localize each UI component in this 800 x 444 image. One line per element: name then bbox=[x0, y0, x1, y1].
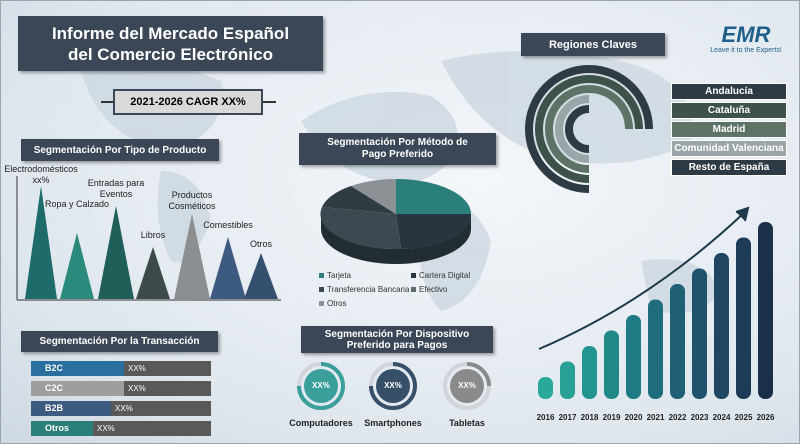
region-label: Resto de España bbox=[671, 159, 787, 176]
year-label: 2025 bbox=[734, 413, 753, 422]
row-value: XX% bbox=[128, 384, 146, 393]
year-label: 2020 bbox=[624, 413, 643, 422]
growth-bar bbox=[758, 222, 773, 399]
region-label: Madrid bbox=[671, 121, 787, 138]
row-label: Otros bbox=[45, 423, 70, 433]
device-rings bbox=[297, 362, 491, 410]
year-label: 2026 bbox=[756, 413, 775, 422]
legend-item: Cartera Digital bbox=[411, 271, 506, 280]
cagr: 2021-2026 CAGR XX% bbox=[113, 89, 263, 115]
row-fill bbox=[31, 361, 124, 376]
row-fill bbox=[31, 421, 93, 436]
growth-bar bbox=[560, 361, 575, 399]
row-label: B2B bbox=[45, 403, 64, 413]
main-title: Informe del Mercado Español del Comercio… bbox=[18, 16, 323, 71]
legend-label: Efectivo bbox=[419, 285, 448, 294]
logo: EMR Leave it to the Experts! bbox=[701, 22, 791, 55]
product-label: Ropa y Calzado bbox=[44, 199, 110, 209]
legend-swatch bbox=[319, 301, 324, 306]
product-triangle bbox=[60, 233, 94, 299]
growth-bar bbox=[626, 315, 641, 399]
legend-item: Otros bbox=[319, 299, 414, 308]
device-label: Computadores bbox=[289, 418, 353, 428]
legend-label: Transferencia Bancaria bbox=[327, 285, 410, 294]
row-fill bbox=[31, 401, 111, 416]
device-value: XX% bbox=[458, 381, 476, 390]
product-label: Electrodomésticos xx% bbox=[4, 164, 78, 185]
product-triangle bbox=[244, 253, 278, 299]
section-title: Segmentación Por Tipo de Producto bbox=[21, 139, 219, 161]
section-title: Regiones Claves bbox=[521, 33, 665, 56]
row-value: XX% bbox=[115, 404, 133, 413]
row-value: XX% bbox=[97, 424, 115, 433]
region-label: Cataluña bbox=[671, 102, 787, 119]
growth-bar bbox=[670, 284, 685, 399]
region-rings bbox=[525, 65, 653, 193]
logo-tagline: Leave it to the Experts! bbox=[710, 47, 782, 54]
device-label: Tabletas bbox=[449, 418, 485, 428]
year-label: 2024 bbox=[712, 413, 731, 422]
legend-swatch bbox=[411, 287, 416, 292]
growth-bar bbox=[582, 346, 597, 399]
section-title: Segmentación Por la Transacción bbox=[21, 331, 218, 352]
product-triangles bbox=[25, 186, 278, 299]
legend-label: Otros bbox=[327, 299, 347, 308]
year-label: 2022 bbox=[668, 413, 687, 422]
product-label: Comestibles bbox=[203, 220, 253, 230]
device-label: Smartphones bbox=[364, 418, 422, 428]
growth-bar bbox=[648, 299, 663, 399]
logo-brand: EMR bbox=[721, 22, 771, 47]
legend-label: Tarjeta bbox=[327, 271, 352, 280]
legend-swatch bbox=[319, 287, 324, 292]
device-value: XX% bbox=[312, 381, 330, 390]
growth-bars bbox=[538, 222, 773, 399]
product-label: Productos Cosméticos bbox=[168, 190, 216, 211]
year-label: 2023 bbox=[690, 413, 709, 422]
growth-bar bbox=[604, 330, 619, 399]
product-axis bbox=[16, 176, 281, 301]
row-fill bbox=[31, 381, 124, 396]
year-label: 2016 bbox=[536, 413, 555, 422]
device-value: XX% bbox=[384, 381, 402, 390]
growth-bar bbox=[692, 268, 707, 399]
legend-item: Tarjeta bbox=[319, 271, 414, 280]
product-triangle bbox=[210, 237, 246, 299]
region-label: Andalucía bbox=[671, 83, 787, 100]
row-value: XX% bbox=[128, 364, 146, 373]
year-label: 2021 bbox=[646, 413, 665, 422]
growth-arrow bbox=[538, 206, 750, 350]
pie-3d bbox=[320, 179, 472, 264]
product-triangle bbox=[136, 247, 170, 299]
year-label: 2019 bbox=[602, 413, 621, 422]
legend-item: Transferencia Bancaria bbox=[319, 285, 414, 294]
section-title: Segmentación Por Método de Pago Preferid… bbox=[299, 133, 496, 165]
product-triangle bbox=[174, 214, 210, 299]
growth-bar bbox=[736, 237, 751, 399]
product-label: Libros bbox=[140, 230, 166, 240]
legend-swatch bbox=[411, 273, 416, 278]
year-label: 2018 bbox=[580, 413, 599, 422]
row-label: C2C bbox=[45, 383, 64, 393]
product-triangle bbox=[98, 206, 134, 299]
legend-item: Efectivo bbox=[411, 285, 506, 294]
growth-bar bbox=[538, 377, 553, 399]
growth-bar bbox=[714, 253, 729, 399]
row-label: B2C bbox=[45, 363, 64, 373]
year-label: 2017 bbox=[558, 413, 577, 422]
legend-swatch bbox=[319, 273, 324, 278]
section-title: Segmentación Por Dispositivo Preferido p… bbox=[301, 326, 493, 353]
legend-label: Cartera Digital bbox=[419, 271, 471, 280]
product-label: Otros bbox=[249, 239, 272, 249]
region-label: Comunidad Valenciana bbox=[671, 140, 787, 157]
product-label: Entradas para Eventos bbox=[87, 178, 145, 199]
product-triangle bbox=[25, 186, 57, 299]
